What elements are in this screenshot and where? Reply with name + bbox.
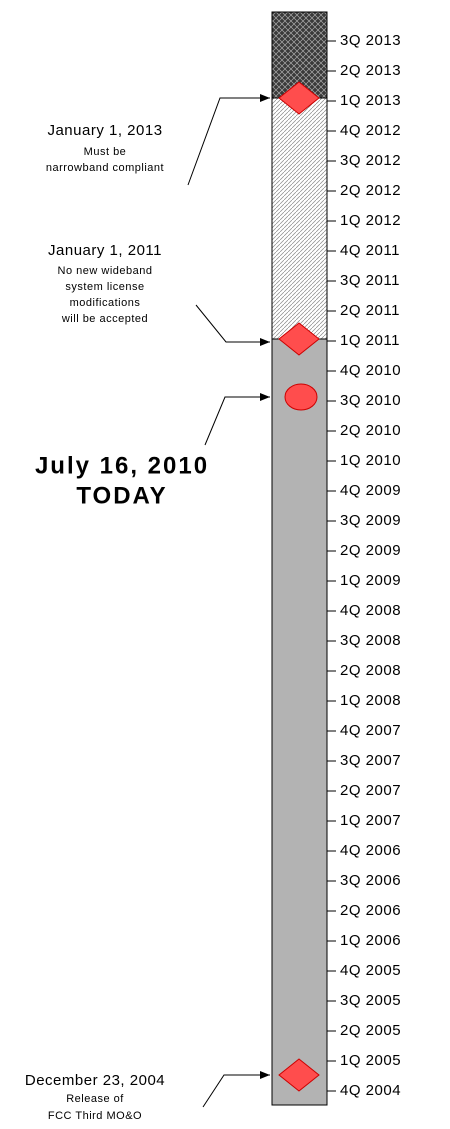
quarter-label: 1Q 2008 xyxy=(340,692,401,709)
quarter-label: 1Q 2007 xyxy=(340,812,401,829)
quarter-label: 2Q 2007 xyxy=(340,782,401,799)
annotation-detail: FCC Third MO&O xyxy=(48,1110,142,1122)
quarter-label: 4Q 2005 xyxy=(340,962,401,979)
annotation-detail: Release of xyxy=(66,1093,124,1105)
leader-line xyxy=(202,1071,270,1108)
today-date: July 16, 2010 xyxy=(35,452,209,479)
annotation-title: January 1, 2011 xyxy=(48,242,162,259)
today-label: TODAY xyxy=(76,482,167,509)
quarter-label: 2Q 2006 xyxy=(340,902,401,919)
quarter-label: 2Q 2013 xyxy=(340,62,401,79)
quarter-label: 1Q 2011 xyxy=(340,332,400,349)
quarter-label: 3Q 2008 xyxy=(340,632,401,649)
milestone-diamond xyxy=(278,1058,320,1092)
annotation-detail: narrowband compliant xyxy=(46,162,164,174)
leader-line xyxy=(195,304,270,346)
annotation-detail: Must be xyxy=(84,146,127,158)
annotation-title: January 1, 2013 xyxy=(47,122,162,139)
milestone-diamond xyxy=(278,81,320,115)
quarter-label: 1Q 2010 xyxy=(340,452,401,469)
quarter-label: 3Q 2012 xyxy=(340,152,401,169)
annotation-detail: system license xyxy=(65,281,144,293)
quarter-label: 2Q 2012 xyxy=(340,182,401,199)
leader-line xyxy=(187,94,270,186)
annotation-detail: will be accepted xyxy=(61,313,148,325)
quarter-label: 4Q 2011 xyxy=(340,242,400,259)
leader-line xyxy=(204,393,270,446)
quarter-label: 1Q 2013 xyxy=(340,92,401,109)
quarter-label: 4Q 2004 xyxy=(340,1082,401,1099)
quarter-label: 4Q 2009 xyxy=(340,482,401,499)
quarter-label: 4Q 2008 xyxy=(340,602,401,619)
quarter-label: 2Q 2008 xyxy=(340,662,401,679)
quarter-label: 3Q 2007 xyxy=(340,752,401,769)
quarter-label: 2Q 2011 xyxy=(340,302,400,319)
quarter-label: 4Q 2006 xyxy=(340,842,401,859)
quarter-label: 3Q 2011 xyxy=(340,272,400,289)
quarter-label: 2Q 2009 xyxy=(340,542,401,559)
transition-zone xyxy=(271,97,328,340)
quarter-label: 1Q 2005 xyxy=(340,1052,401,1069)
quarter-label: 3Q 2009 xyxy=(340,512,401,529)
past-zone xyxy=(271,338,328,1106)
quarter-label: 3Q 2010 xyxy=(340,392,401,409)
quarter-label: 3Q 2006 xyxy=(340,872,401,889)
quarter-label: 2Q 2010 xyxy=(340,422,401,439)
quarter-label: 3Q 2013 xyxy=(340,32,401,49)
quarter-label: 2Q 2005 xyxy=(340,1022,401,1039)
today-marker xyxy=(284,383,318,411)
quarter-label: 4Q 2010 xyxy=(340,362,401,379)
annotation-detail: modifications xyxy=(70,297,141,309)
annotation-detail: No new wideband xyxy=(58,265,153,277)
milestone-diamond xyxy=(278,322,320,356)
quarter-label: 1Q 2012 xyxy=(340,212,401,229)
quarter-label: 4Q 2007 xyxy=(340,722,401,739)
quarter-label: 3Q 2005 xyxy=(340,992,401,1009)
quarter-label: 1Q 2009 xyxy=(340,572,401,589)
quarter-label: 4Q 2012 xyxy=(340,122,401,139)
annotation-title: December 23, 2004 xyxy=(25,1072,165,1089)
quarter-label: 1Q 2006 xyxy=(340,932,401,949)
